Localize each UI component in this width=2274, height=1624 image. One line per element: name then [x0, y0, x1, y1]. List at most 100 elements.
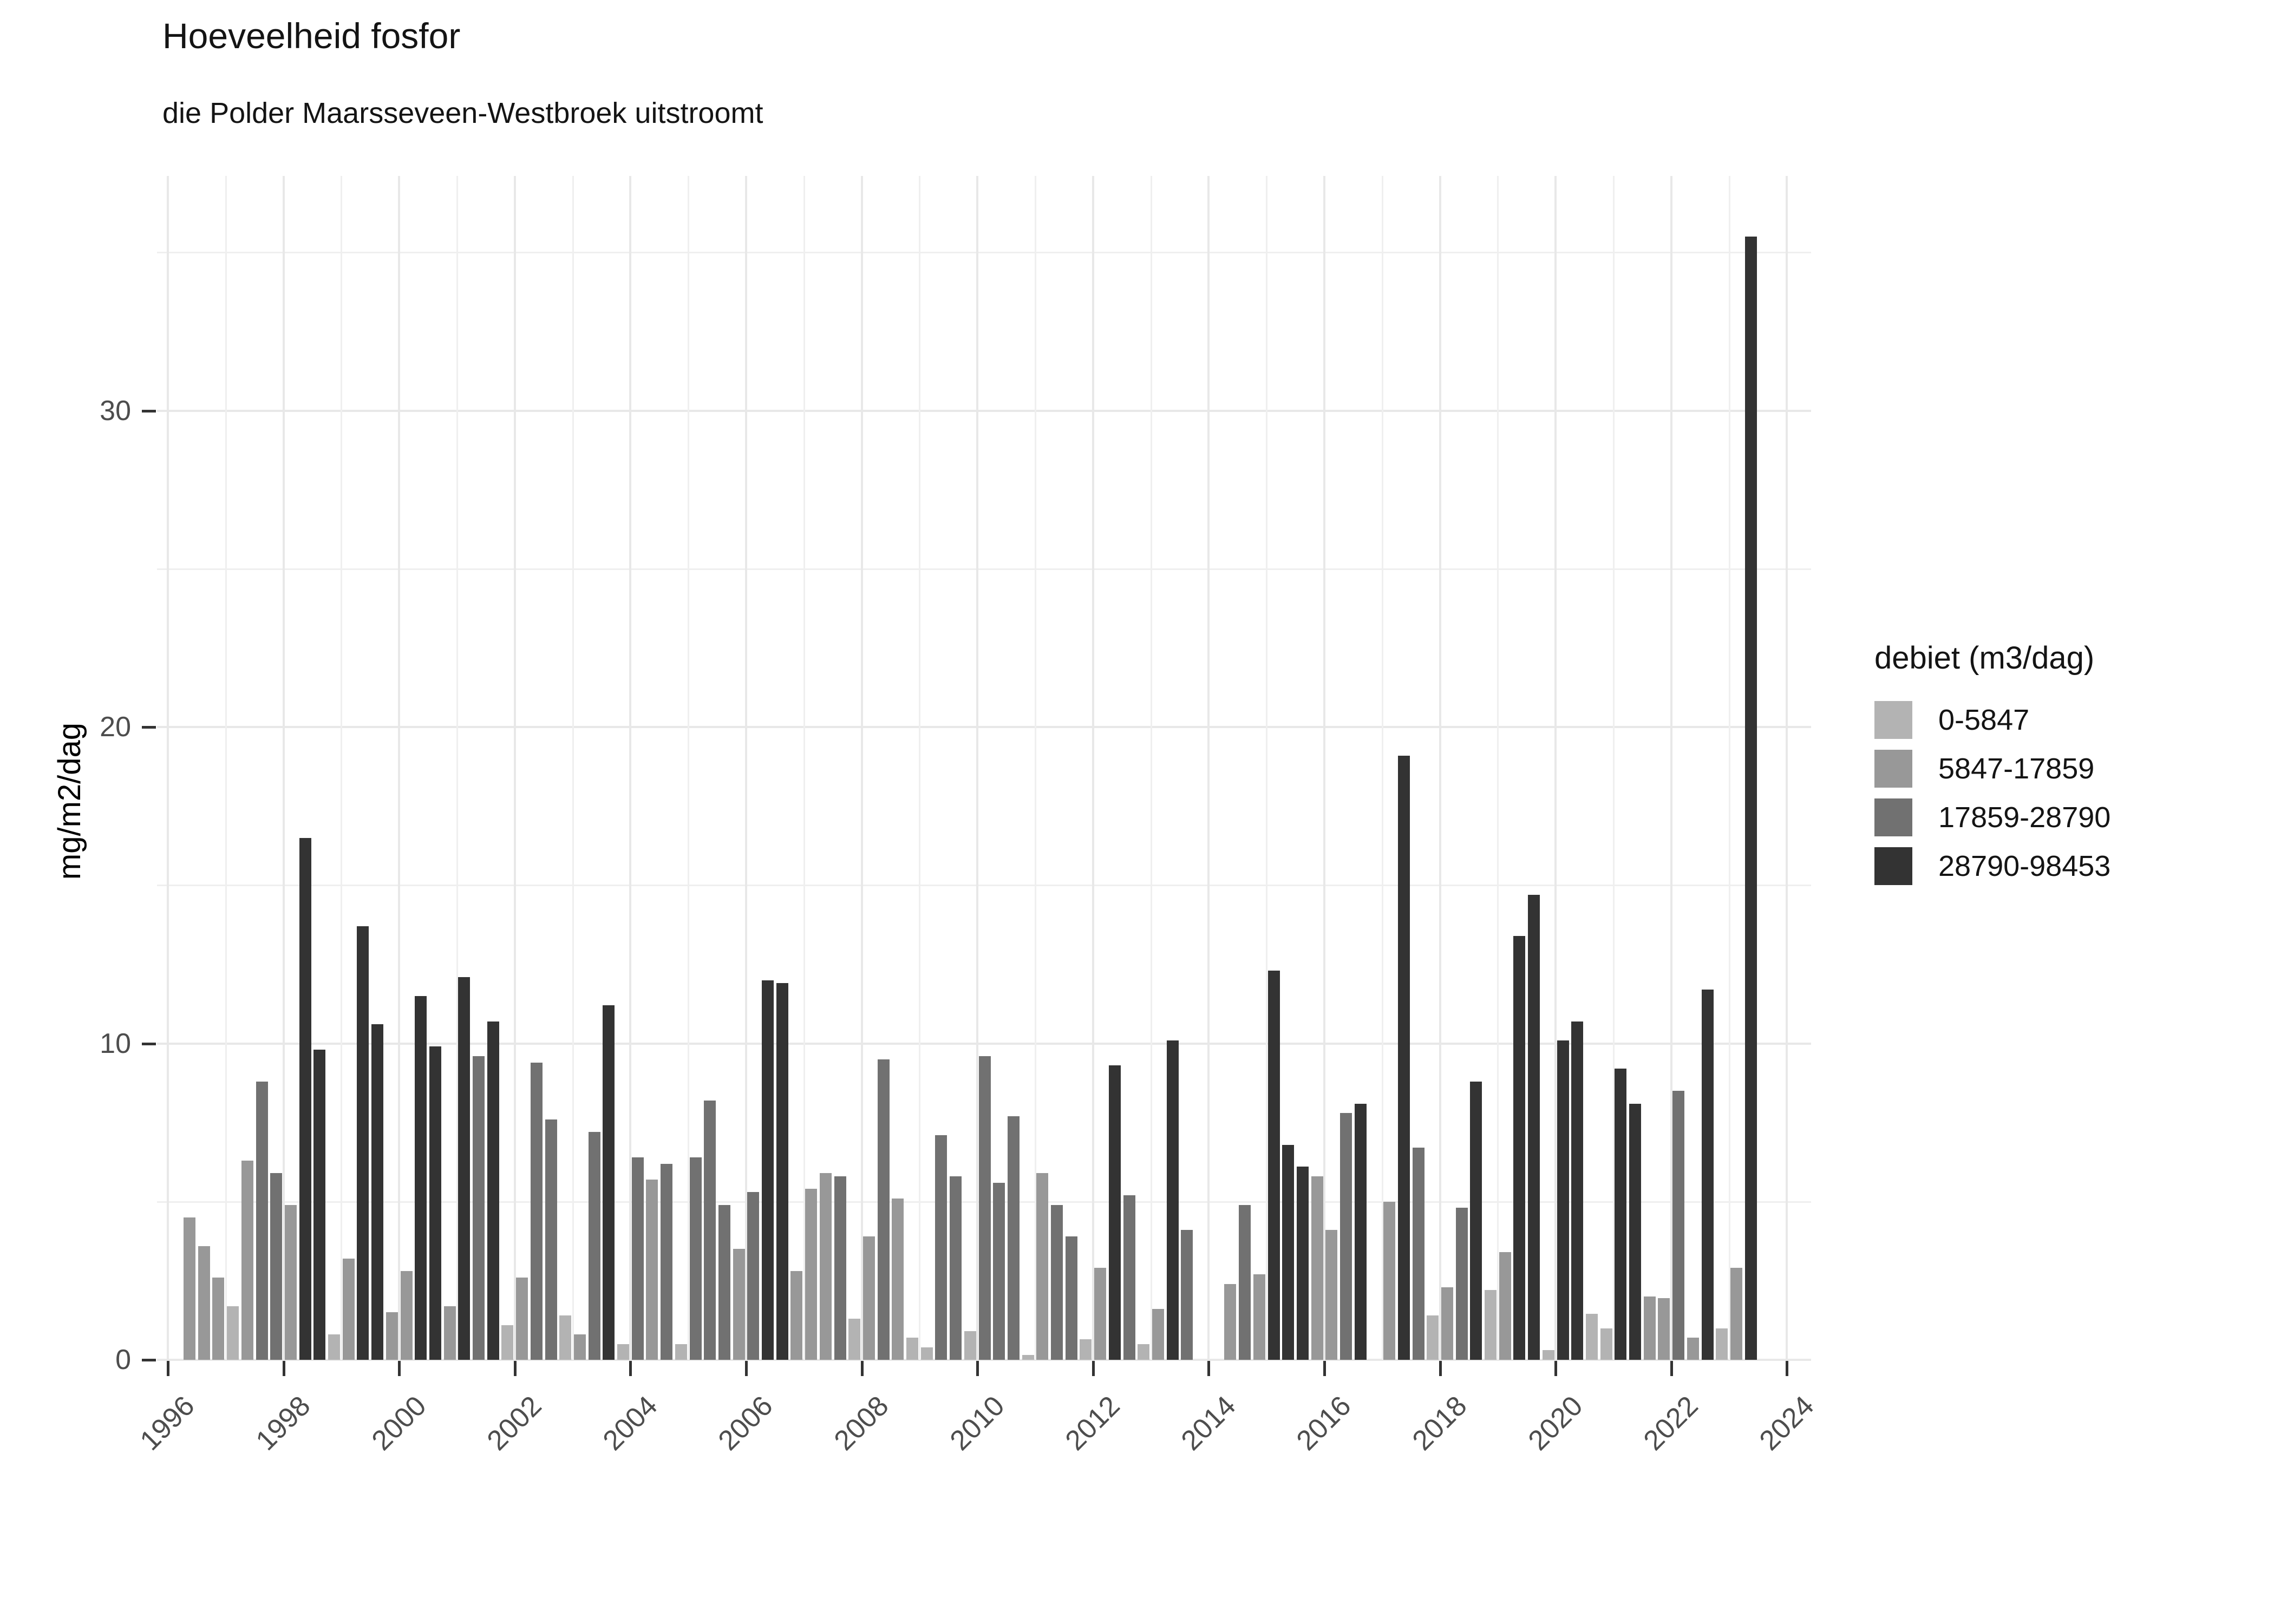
bar-2010q2 — [993, 1183, 1005, 1360]
gridline-minor-x2007 — [803, 176, 805, 1360]
bar-2004q3 — [661, 1164, 672, 1360]
bar-2016q2 — [1340, 1113, 1352, 1360]
gridline-minor-x2011 — [1035, 176, 1036, 1360]
bar-2015q4 — [1311, 1176, 1323, 1360]
x-tick-label-2024: 2024 — [1753, 1390, 1820, 1457]
x-tick-label-2010: 2010 — [944, 1390, 1011, 1457]
gridline-minor-x2009 — [919, 176, 921, 1360]
bar-2008q1 — [863, 1236, 875, 1360]
gridline-minor-x2021 — [1613, 176, 1615, 1360]
bar-2023q1 — [1730, 1268, 1742, 1360]
legend-label-5847-17859: 5847-17859 — [1938, 752, 2095, 785]
bar-2007q2 — [820, 1173, 832, 1360]
y-tick-label-30: 30 — [100, 395, 131, 427]
x-tick-mark-2014 — [1207, 1361, 1211, 1376]
gridline-minor-x2015 — [1266, 176, 1268, 1360]
bar-2019q2 — [1513, 936, 1525, 1360]
x-tick-label-2022: 2022 — [1637, 1390, 1704, 1457]
x-tick-mark-2000 — [398, 1361, 401, 1376]
y-tick-mark-10 — [142, 1042, 156, 1045]
bar-2008q4 — [906, 1338, 918, 1360]
bar-2000q3 — [429, 1046, 441, 1360]
bar-1996q4 — [212, 1278, 224, 1360]
page-title: Hoeveelheid fosfor — [162, 16, 461, 56]
bar-2018q4 — [1485, 1290, 1497, 1360]
bar-1999q3 — [371, 1024, 383, 1360]
legend-label-0-5847: 0-5847 — [1938, 704, 2030, 736]
x-tick-label-2000: 2000 — [365, 1390, 433, 1457]
x-tick-mark-2024 — [1786, 1361, 1789, 1376]
bar-2022q2 — [1687, 1338, 1699, 1360]
x-tick-mark-2006 — [745, 1361, 748, 1376]
gridline-major-x2020 — [1554, 176, 1557, 1360]
chart-subtitle: die Polder Maarsseveen-Westbroek uitstro… — [162, 97, 763, 129]
bar-2010q3 — [1008, 1116, 1020, 1360]
bar-1997q3 — [256, 1082, 268, 1360]
gridline-major-x2008 — [860, 176, 863, 1360]
y-tick-mark-0 — [142, 1359, 156, 1361]
bar-2019q1 — [1499, 1252, 1511, 1360]
bar-2013q1 — [1152, 1309, 1164, 1360]
legend-label-28790-98453: 28790-98453 — [1938, 850, 2111, 882]
bar-2008q3 — [892, 1199, 904, 1360]
bar-2020q2 — [1571, 1021, 1583, 1360]
bar-2016q3 — [1355, 1104, 1367, 1360]
y-tick-label-10: 10 — [100, 1027, 131, 1059]
bar-2021q3 — [1644, 1296, 1656, 1360]
gridline-minor-y25 — [157, 568, 1811, 570]
bar-2016q1 — [1325, 1230, 1337, 1360]
bar-2013q2 — [1167, 1040, 1179, 1360]
x-tick-label-2002: 2002 — [481, 1390, 548, 1457]
x-tick-mark-2022 — [1670, 1361, 1673, 1376]
legend-label-17859-28790: 17859-28790 — [1938, 801, 2111, 834]
bar-2017q2 — [1398, 756, 1410, 1360]
gridline-minor-x2005 — [688, 176, 690, 1360]
gridline-major-x1996 — [167, 176, 169, 1360]
gridline-major-x2010 — [976, 176, 979, 1360]
bar-2018q3 — [1470, 1082, 1482, 1360]
bar-2006q4 — [790, 1271, 802, 1360]
x-tick-label-2020: 2020 — [1522, 1390, 1589, 1457]
x-tick-label-1996: 1996 — [134, 1390, 201, 1457]
bar-2020q3 — [1586, 1314, 1598, 1360]
bar-1998q1 — [285, 1205, 297, 1360]
bar-1998q4 — [328, 1334, 340, 1360]
x-tick-mark-2002 — [513, 1361, 517, 1376]
bar-2000q1 — [401, 1271, 413, 1360]
bar-2005q4 — [733, 1249, 745, 1360]
bar-2000q2 — [415, 996, 427, 1360]
x-tick-label-1998: 1998 — [250, 1390, 317, 1457]
bar-2013q3 — [1181, 1230, 1193, 1360]
legend-swatch-17859-28790 — [1874, 798, 1912, 836]
bar-2004q4 — [675, 1344, 687, 1360]
gridline-major-x2018 — [1439, 176, 1441, 1360]
x-tick-mark-2008 — [860, 1361, 864, 1376]
bar-2012q3 — [1123, 1195, 1135, 1360]
bar-2010q4 — [1022, 1355, 1034, 1360]
bar-2002q4 — [559, 1315, 571, 1360]
gridline-minor-x2001 — [456, 176, 458, 1360]
y-tick-mark-20 — [142, 726, 156, 729]
gridline-minor-x2017 — [1381, 176, 1383, 1360]
x-tick-label-2004: 2004 — [597, 1390, 664, 1457]
bar-2004q2 — [646, 1180, 658, 1360]
x-tick-label-2014: 2014 — [1175, 1390, 1242, 1457]
bar-2007q4 — [848, 1319, 860, 1360]
bar-2012q2 — [1109, 1065, 1121, 1360]
bar-2020q4 — [1600, 1328, 1612, 1360]
bar-2014q4 — [1253, 1274, 1265, 1360]
bar-2021q2 — [1629, 1104, 1641, 1360]
bar-2012q1 — [1094, 1268, 1106, 1360]
x-tick-label-2012: 2012 — [1059, 1390, 1126, 1457]
bar-2012q4 — [1138, 1344, 1149, 1360]
bar-2001q1 — [458, 977, 470, 1360]
bar-2011q2 — [1051, 1205, 1063, 1360]
bar-2015q2 — [1282, 1145, 1294, 1360]
legend-swatch-28790-98453 — [1874, 847, 1912, 885]
x-tick-label-2016: 2016 — [1291, 1390, 1357, 1457]
bar-2019q3 — [1528, 895, 1540, 1360]
bar-2008q2 — [878, 1059, 890, 1360]
x-tick-mark-2004 — [629, 1361, 632, 1376]
x-tick-mark-2012 — [1092, 1361, 1095, 1376]
bar-2002q3 — [545, 1119, 557, 1360]
